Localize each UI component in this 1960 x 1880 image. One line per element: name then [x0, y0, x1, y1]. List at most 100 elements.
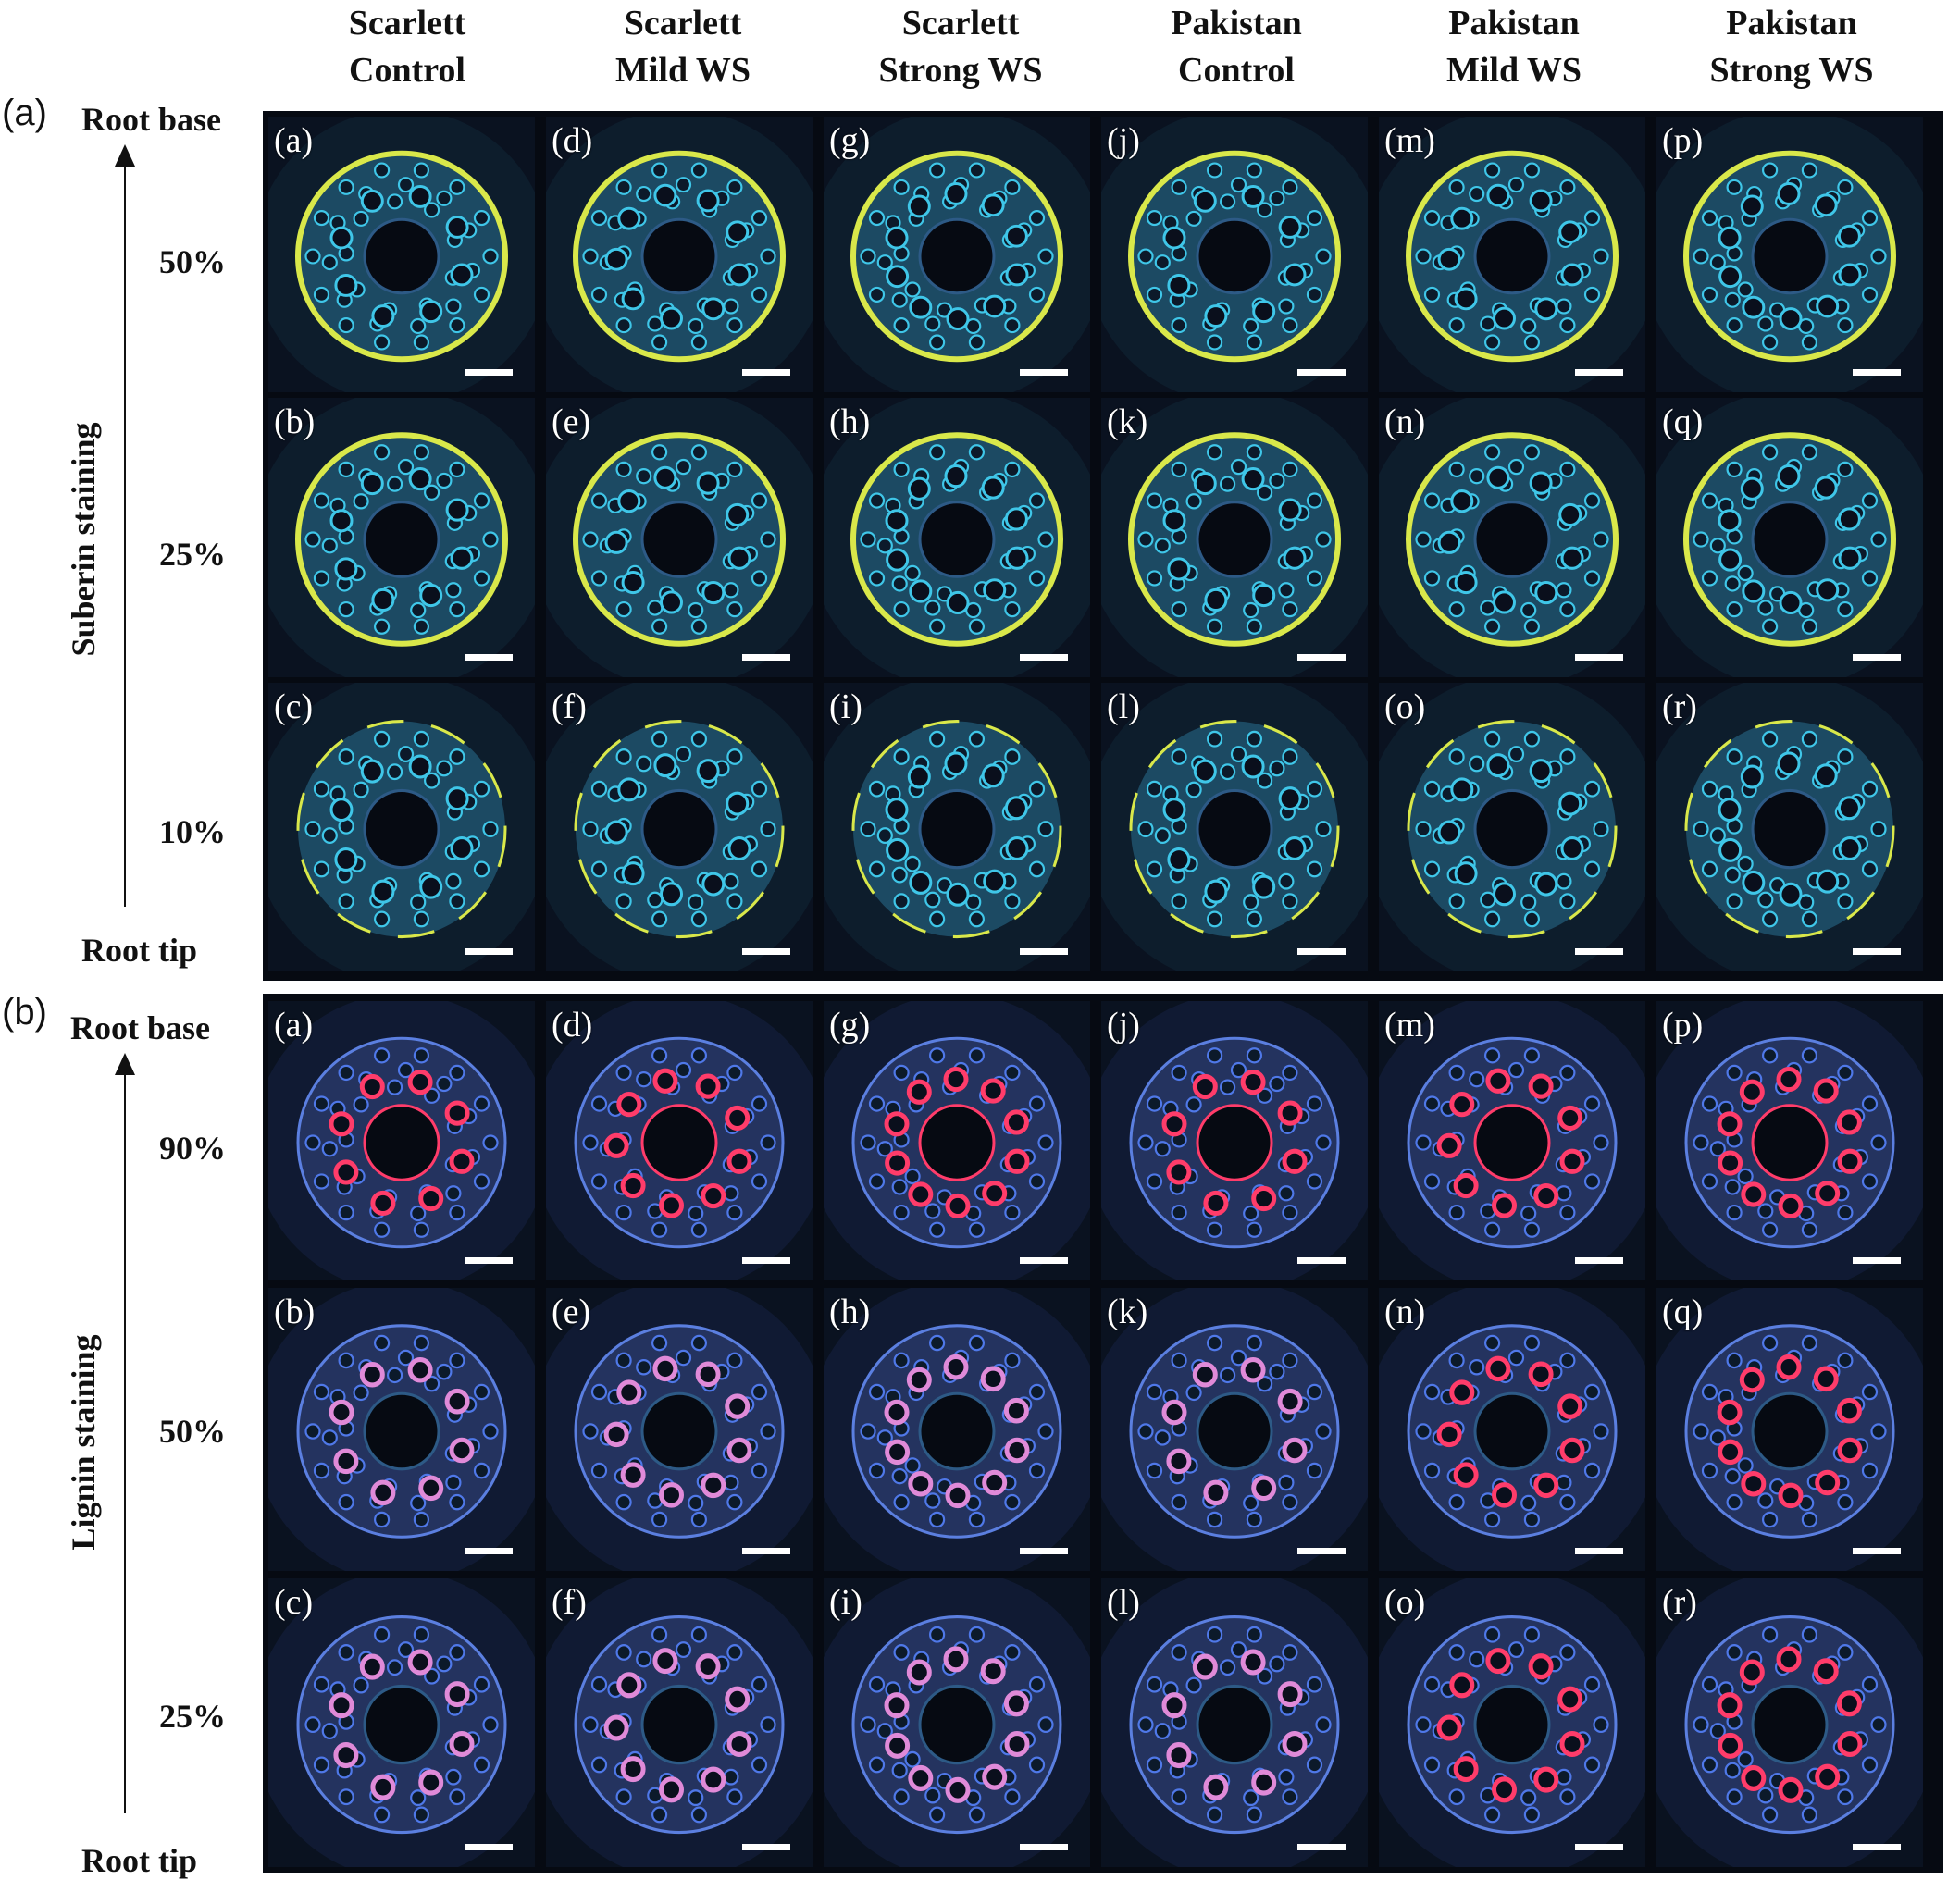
lignin-micrograph-i: (i)	[824, 1578, 1090, 1867]
lignin-micrograph-a: (a)	[268, 1001, 535, 1280]
column-title-1: Scarlett Control	[268, 0, 546, 94]
lignin-micrograph-f: (f)	[546, 1578, 813, 1867]
suberin-micrograph-j: (j)	[1101, 117, 1368, 392]
suberin-micrograph-c: (c)	[268, 683, 535, 971]
suberin-micrograph-f: (f)	[546, 683, 813, 971]
panel-letter: (l)	[1107, 1583, 1140, 1622]
lignin-micrograph-j: (j)	[1101, 1001, 1368, 1280]
scale-bar	[1297, 1257, 1346, 1264]
suberin-micrograph-e: (e)	[546, 398, 813, 677]
panel-letter: (q)	[1662, 1292, 1704, 1331]
section-a-label: (a)	[2, 93, 47, 133]
lignin-micrograph-p: (p)	[1656, 1001, 1923, 1280]
panel-letter: (a)	[274, 121, 314, 160]
column-title-line1: Pakistan	[1448, 4, 1580, 43]
column-title-line1: Scarlett	[624, 4, 742, 43]
scale-bar	[1575, 369, 1623, 376]
panel-letter: (r)	[1662, 1583, 1697, 1622]
panel-letter: (l)	[1107, 687, 1140, 726]
scale-bar	[742, 1257, 790, 1264]
panel-letter: (m)	[1384, 1006, 1435, 1045]
suberin-micrograph-q: (q)	[1656, 398, 1923, 677]
lignin-micrograph-c: (c)	[268, 1578, 535, 1867]
section-a-row-3-label: 10%	[159, 813, 226, 850]
lignin-micrograph-h: (h)	[824, 1288, 1090, 1571]
section-b-row-1-label: 90%	[159, 1130, 226, 1167]
panel-letter: (k)	[1107, 1292, 1148, 1331]
scale-bar	[1297, 369, 1346, 376]
lignin-micrograph-g: (g)	[824, 1001, 1090, 1280]
scale-bar	[742, 1548, 790, 1554]
section-a-root-base: Root base	[81, 101, 221, 138]
lignin-micrograph-d: (d)	[546, 1001, 813, 1280]
suberin-micrograph-p: (p)	[1656, 117, 1923, 392]
section-a-axis-title: Suberin staining	[65, 422, 102, 657]
panel-letter: (i)	[829, 687, 862, 726]
section-b-label: (b)	[2, 992, 47, 1033]
lignin-micrograph-k: (k)	[1101, 1288, 1368, 1571]
panel-letter: (b)	[274, 1292, 316, 1331]
column-title-line1: Pakistan	[1726, 4, 1857, 43]
panel-letter: (b)	[274, 402, 316, 441]
scale-bar	[1853, 369, 1901, 376]
panel-letter: (h)	[829, 1292, 871, 1331]
panel-letter: (j)	[1107, 1006, 1140, 1045]
column-title-line1: Scarlett	[901, 4, 1020, 43]
scale-bar	[1853, 948, 1901, 955]
scale-bar	[465, 654, 513, 661]
panel-letter: (p)	[1662, 1006, 1704, 1045]
scale-bar	[465, 1844, 513, 1850]
panel-letter: (k)	[1107, 402, 1148, 441]
scale-bar	[742, 654, 790, 661]
panel-letter: (j)	[1107, 121, 1140, 160]
suberin-micrograph-k: (k)	[1101, 398, 1368, 677]
panel-letter: (o)	[1384, 1583, 1426, 1622]
suberin-micrograph-d: (d)	[546, 117, 813, 392]
scale-bar	[1575, 1844, 1623, 1850]
scale-bar	[1020, 1548, 1068, 1554]
scale-bar	[465, 1548, 513, 1554]
column-title-line2: Strong WS	[1709, 51, 1874, 90]
suberin-micrograph-o: (o)	[1379, 683, 1645, 971]
scale-bar	[1020, 369, 1068, 376]
scale-bar	[1297, 1548, 1346, 1554]
panel-letter: (o)	[1384, 687, 1426, 726]
panel-letter: (d)	[552, 121, 593, 160]
scale-bar	[1297, 1844, 1346, 1850]
section-b-axis-title: Lignin staining	[65, 1334, 102, 1551]
lignin-micrograph-o: (o)	[1379, 1578, 1645, 1867]
column-title-line2: Mild WS	[614, 51, 751, 90]
section-a-row-2-label: 25%	[159, 536, 226, 573]
panel-letter: (q)	[1662, 402, 1704, 441]
section-a-root-tip: Root tip	[81, 932, 197, 969]
panel-letter: (n)	[1384, 1292, 1426, 1331]
column-title-line2: Mild WS	[1445, 51, 1582, 90]
column-title-4: Pakistan Control	[1098, 0, 1375, 94]
suberin-micrograph-m: (m)	[1379, 117, 1645, 392]
panel-letter: (f)	[552, 1583, 587, 1622]
scale-bar	[1297, 654, 1346, 661]
lignin-micrograph-q: (q)	[1656, 1288, 1923, 1571]
suberin-micrograph-r: (r)	[1656, 683, 1923, 971]
suberin-micrograph-h: (h)	[824, 398, 1090, 677]
scale-bar	[742, 1844, 790, 1850]
panel-letter: (g)	[829, 1006, 871, 1045]
panel-letter: (c)	[274, 687, 314, 726]
scale-bar	[1020, 1844, 1068, 1850]
panel-letter: (e)	[552, 402, 591, 441]
panel-letter: (d)	[552, 1006, 593, 1045]
panel-letter: (g)	[829, 121, 871, 160]
scale-bar	[1853, 1257, 1901, 1264]
scale-bar	[1575, 654, 1623, 661]
scale-bar	[1853, 1844, 1901, 1850]
column-title-3: Scarlett Strong WS	[822, 0, 1099, 94]
lignin-micrograph-l: (l)	[1101, 1578, 1368, 1867]
scale-bar	[1020, 654, 1068, 661]
column-title-line1: Scarlett	[348, 4, 466, 43]
lignin-micrograph-n: (n)	[1379, 1288, 1645, 1571]
column-title-5: Pakistan Mild WS	[1375, 0, 1653, 94]
panel-letter: (c)	[274, 1583, 314, 1622]
scale-bar	[1575, 1548, 1623, 1554]
scale-bar	[465, 369, 513, 376]
column-title-6: Pakistan Strong WS	[1653, 0, 1930, 94]
